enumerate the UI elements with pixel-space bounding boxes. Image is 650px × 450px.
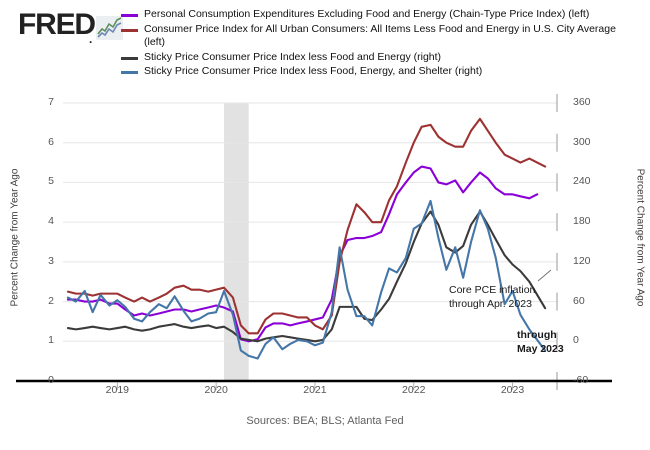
y-axis-left-tick-label: 2	[48, 294, 54, 307]
y-axis-right-tick-label: 120	[573, 254, 591, 267]
x-axis-tick-label: 2021	[303, 384, 327, 396]
series-line-0	[66, 165, 539, 343]
line-chart-icon	[96, 16, 123, 40]
chart-canvas	[16, 94, 612, 390]
annotation-leader-line	[537, 269, 552, 282]
legend-label-sticky-exshelter: Sticky Price Consumer Price Index less F…	[144, 65, 483, 77]
fred-logo-period: .	[89, 32, 93, 46]
legend-item[interactable]: Sticky Price Consumer Price Index less F…	[121, 65, 641, 79]
x-axis-tick-label: 2023	[500, 384, 525, 396]
legend-label-pce: Personal Consumption Expenditures Exclud…	[144, 8, 590, 20]
legend-label-sticky-core: Sticky Price Consumer Price Index less F…	[144, 50, 442, 63]
y-axis-left-tick-label: 5	[48, 175, 54, 188]
series-line-2	[66, 210, 547, 343]
chart-header: FRED . Personal Consumption Expenditures…	[0, 0, 650, 92]
x-axis-tick-label: 2019	[105, 384, 129, 396]
y-axis-right-tick-label: -60	[573, 374, 589, 386]
annotation-core-pce: Core PCE inflation through Apr. 2023	[449, 284, 536, 310]
legend-swatch-sticky-core	[121, 56, 138, 60]
x-axis-tick-label: 2022	[402, 384, 426, 396]
y-axis-right-tick-label: 180	[573, 215, 591, 228]
y-axis-right-tick-label: 360	[573, 96, 591, 108]
legend-label-cpi: Consumer Price Index for All Urban Consu…	[144, 22, 616, 49]
y-axis-left-tick-label: 4	[48, 215, 54, 228]
y-axis-left-tick-label: 0	[48, 374, 54, 386]
y-axis-right-tick-label: 300	[573, 135, 591, 148]
y-axis-right-tick-label: 0	[573, 334, 579, 347]
series-line-3	[66, 199, 547, 360]
chart-sources: Sources: BEA; BLS; Atlanta Fed	[246, 415, 404, 427]
y-axis-right-tick-label: 240	[573, 175, 591, 188]
legend-item[interactable]: Personal Consumption Expenditures Exclud…	[121, 8, 641, 22]
legend-item[interactable]: Consumer Price Index for All Urban Consu…	[121, 23, 641, 50]
y-axis-left-tick-label: 6	[48, 135, 54, 148]
legend-swatch-cpi	[121, 28, 138, 32]
x-axis-tick-label: 2020	[204, 384, 228, 396]
y-axis-left-tick-label: 1	[48, 334, 54, 347]
fred-logo-text: FRED	[18, 8, 96, 41]
y-axis-left-tick-label: 3	[48, 254, 54, 267]
chart-plot-area: Percent Change from Year Ago Percent Cha…	[0, 92, 650, 396]
y-axis-left-tick-label: 7	[48, 96, 54, 108]
series-line-1	[66, 117, 547, 335]
legend-swatch-pce	[121, 14, 138, 17]
legend-swatch-sticky-exshelter	[121, 71, 138, 74]
legend-item[interactable]: Sticky Price Consumer Price Index less F…	[121, 51, 641, 65]
annotation-through-may: through May 2023	[517, 329, 564, 355]
fred-logo[interactable]: FRED .	[18, 8, 123, 46]
y-axis-right-tick-label: 60	[573, 294, 585, 307]
chart-legend: Personal Consumption Expenditures Exclud…	[121, 8, 641, 80]
